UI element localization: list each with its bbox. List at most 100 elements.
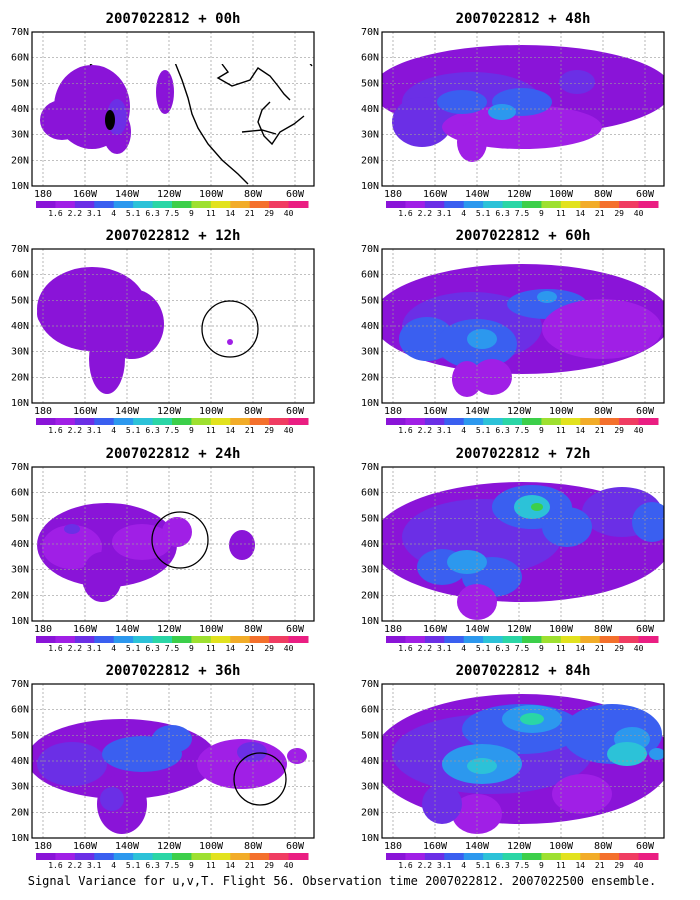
colorbar-label: 14 <box>575 209 585 218</box>
contour-region <box>488 104 516 120</box>
colorbar-swatch <box>133 418 154 425</box>
contour-fill-group <box>37 503 255 602</box>
lat-tick-label: 20N <box>361 155 379 166</box>
contour-fill-group <box>40 65 174 154</box>
colorbar-swatch <box>483 201 504 208</box>
map-panel: 2007022812 + 48h 10N 20N 30N 40N 50N 60N 70N 180… <box>361 11 665 218</box>
contour-region <box>437 90 487 114</box>
contour-region <box>520 713 544 725</box>
colorbar-label: 1.6 <box>398 209 413 218</box>
contour-region <box>467 329 497 349</box>
colorbar-label: 40 <box>284 426 294 435</box>
colorbar-label: 5.1 <box>126 209 141 218</box>
colorbar-swatch <box>463 853 484 860</box>
lon-tick-label: 80W <box>244 841 263 852</box>
lat-tick-label: 50N <box>11 730 29 741</box>
panel-frame <box>31 466 315 622</box>
colorbar-swatch <box>522 853 542 860</box>
lat-tick-label: 20N <box>11 372 29 383</box>
colorbar-label: 21 <box>595 426 605 435</box>
colorbar-label: 11 <box>206 426 216 435</box>
colorbar-swatch <box>424 636 445 643</box>
colorbar-label: 11 <box>556 426 566 435</box>
map-panel: 2007022812 + 24h 10N 20N 30N 40N 50N 60N 70N 180… <box>11 446 315 653</box>
colorbar-swatch <box>444 201 465 208</box>
colorbar-swatch <box>580 636 601 643</box>
colorbar-swatch <box>424 418 445 425</box>
colorbar-swatch <box>152 853 173 860</box>
contour-region <box>457 584 497 620</box>
colorbar-label: 11 <box>556 644 566 653</box>
colorbar-label: 7.5 <box>165 426 180 435</box>
colorbar-label: 2.2 <box>418 426 433 435</box>
colorbar-label: 6.3 <box>145 426 160 435</box>
colorbar-swatch <box>55 201 76 208</box>
lat-tick-label: 50N <box>361 513 379 524</box>
colorbar-label: 40 <box>634 209 644 218</box>
contour-region <box>237 742 267 762</box>
colorbar-swatch <box>230 201 251 208</box>
colorbar-swatch <box>599 853 620 860</box>
colorbar-swatch <box>288 418 309 425</box>
lon-tick-label: 160W <box>423 406 448 417</box>
colorbar-swatch <box>560 418 581 425</box>
colorbar-label: 4 <box>111 209 116 218</box>
lat-tick-label: 70N <box>361 244 379 255</box>
lon-tick-label: 120W <box>157 624 182 635</box>
lon-tick-label: 180 <box>34 406 52 417</box>
colorbar-label: 7.5 <box>515 426 530 435</box>
contour-region <box>37 742 107 786</box>
lat-tick-label: 20N <box>361 590 379 601</box>
colorbar-label: 29 <box>264 209 274 218</box>
colorbar-label: 5.1 <box>476 861 491 870</box>
colorbar-label: 2.2 <box>418 861 433 870</box>
colorbar-label: 4 <box>461 861 466 870</box>
lon-tick-label: 100W <box>549 841 574 852</box>
lat-tick-label: 70N <box>361 27 379 38</box>
colorbar-swatch <box>580 853 601 860</box>
coastline <box>174 64 249 185</box>
colorbar-swatch <box>405 201 426 208</box>
colorbar-label: 4 <box>111 861 116 870</box>
map-panel: 2007022812 + 84h 10N 20N 30N 40N 50N 60N 70N 180… <box>361 663 665 870</box>
contour-region <box>537 291 557 303</box>
colorbar-swatch <box>249 853 270 860</box>
colorbar-swatch <box>483 418 504 425</box>
observation-circle <box>151 511 209 569</box>
lon-tick-label: 140W <box>465 189 490 200</box>
colorbar-swatch <box>249 636 270 643</box>
colorbar-swatch <box>210 853 231 860</box>
colorbar-swatch <box>36 201 56 208</box>
colorbar-label: 14 <box>575 861 585 870</box>
lon-tick-label: 80W <box>594 406 613 417</box>
lat-tick-label: 20N <box>11 155 29 166</box>
lat-tick-label: 70N <box>11 679 29 690</box>
contour-region <box>632 502 664 542</box>
lat-tick-label: 50N <box>361 78 379 89</box>
colorbar-swatch <box>210 201 231 208</box>
lat-tick-label: 60N <box>361 705 379 716</box>
colorbar-label: 29 <box>614 644 624 653</box>
colorbar-swatch <box>152 636 173 643</box>
contour-region <box>287 748 307 764</box>
colorbar-label: 2.2 <box>68 644 83 653</box>
colorbar-label: 3.1 <box>87 426 102 435</box>
colorbar-label: 3.1 <box>437 209 452 218</box>
colorbar-label: 6.3 <box>145 209 160 218</box>
contour-region <box>40 100 84 140</box>
colorbar-swatch <box>444 418 465 425</box>
lat-tick-label: 30N <box>361 347 379 358</box>
colorbar-label: 9 <box>539 426 544 435</box>
observation-circle <box>233 752 287 806</box>
colorbar-swatch <box>269 853 290 860</box>
lon-tick-label: 100W <box>549 624 574 635</box>
lon-tick-label: 100W <box>199 406 224 417</box>
lat-tick-label: 30N <box>361 782 379 793</box>
lon-tick-label: 180 <box>34 189 52 200</box>
colorbar-swatch <box>230 853 251 860</box>
colorbar-swatch <box>405 636 426 643</box>
colorbar-label: 3.1 <box>437 861 452 870</box>
colorbar-swatch <box>638 201 659 208</box>
lat-tick-label: 40N <box>361 321 379 332</box>
